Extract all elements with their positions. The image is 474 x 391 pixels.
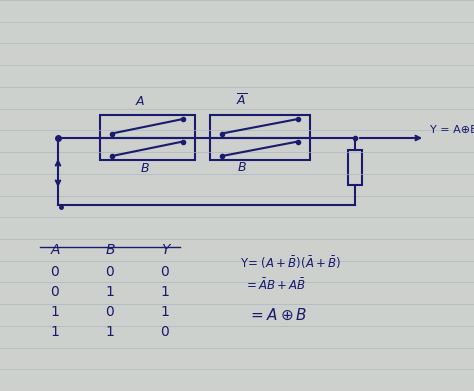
Text: 1: 1 [161,285,169,299]
Text: $= \bar{A}B + A\bar{B}$: $= \bar{A}B + A\bar{B}$ [244,278,306,293]
Text: A: A [136,95,144,108]
Text: Y = A⊕B: Y = A⊕B [430,125,474,135]
Bar [210,115,310,138]
Bar [210,138,310,160]
Text: A: A [50,243,60,257]
Bar [348,150,362,185]
Text: 1: 1 [106,325,114,339]
Text: 0: 0 [51,265,59,279]
Text: $\overline{B}$: $\overline{B}$ [237,160,247,175]
Text: B: B [141,162,149,175]
Text: Y= $(A+\bar{B})(\bar{A}+\bar{B})$: Y= $(A+\bar{B})(\bar{A}+\bar{B})$ [240,255,341,271]
Text: $= A\oplus B$: $= A\oplus B$ [248,308,308,323]
Text: 1: 1 [161,305,169,319]
Text: Y: Y [161,243,169,257]
Text: 0: 0 [161,265,169,279]
Bar [100,115,195,138]
Text: 1: 1 [51,305,59,319]
Text: 0: 0 [51,285,59,299]
Text: 0: 0 [106,305,114,319]
Text: 0: 0 [106,265,114,279]
Text: 1: 1 [51,325,59,339]
Bar [100,138,195,160]
Text: 1: 1 [106,285,114,299]
Text: 0: 0 [161,325,169,339]
Text: B: B [105,243,115,257]
Text: $\overline{A}$: $\overline{A}$ [237,93,247,108]
